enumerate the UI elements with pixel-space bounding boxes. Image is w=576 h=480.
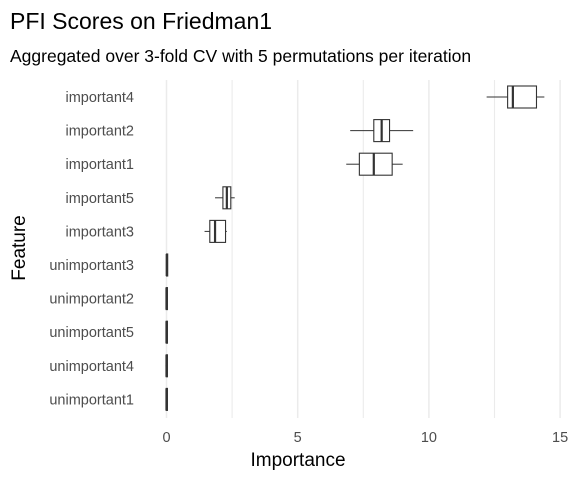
box-iqr	[358, 152, 393, 176]
boxplot-important5	[215, 186, 235, 210]
y-tick-labels: important4 important2 important1 important5…	[49, 90, 134, 408]
y-tick-label: important5	[65, 191, 134, 207]
x-tick-labels: 0 5 10 15	[162, 430, 568, 446]
x-tick-label: 15	[552, 430, 568, 446]
y-tick-label: unimportant4	[49, 359, 134, 375]
boxplot-unimportant2	[165, 287, 168, 311]
boxplot-important3	[204, 219, 227, 243]
y-tick-label: important4	[65, 90, 134, 106]
box-layer	[165, 85, 545, 411]
boxplot-unimportant1	[165, 387, 168, 411]
boxplot-important2	[350, 119, 414, 143]
chart-title: PFI Scores on Friedman1	[10, 8, 272, 34]
boxplot-important4	[486, 85, 545, 109]
x-tick-label: 10	[421, 430, 437, 446]
y-tick-label: important1	[65, 157, 134, 173]
boxplot-unimportant5	[165, 320, 168, 344]
y-tick-label: unimportant1	[49, 392, 134, 408]
x-axis-title: Importance	[250, 450, 345, 471]
box-iqr	[507, 85, 538, 109]
boxplot-unimportant3	[165, 253, 169, 277]
y-tick-label: unimportant3	[49, 258, 134, 274]
box-iqr	[209, 219, 227, 243]
y-tick-label: important2	[65, 124, 134, 140]
boxplot-unimportant4	[165, 354, 168, 378]
boxplot-important1	[346, 152, 403, 176]
y-axis-title: Feature	[9, 215, 30, 280]
y-tick-label: unimportant5	[49, 325, 134, 341]
x-tick-label: 5	[294, 430, 302, 446]
x-tick-label: 0	[162, 430, 170, 446]
y-tick-label: unimportant2	[49, 292, 134, 308]
grid-lines	[165, 80, 561, 418]
chart-subtitle: Aggregated over 3-fold CV with 5 permuta…	[10, 46, 471, 66]
y-tick-label: important3	[65, 224, 134, 240]
